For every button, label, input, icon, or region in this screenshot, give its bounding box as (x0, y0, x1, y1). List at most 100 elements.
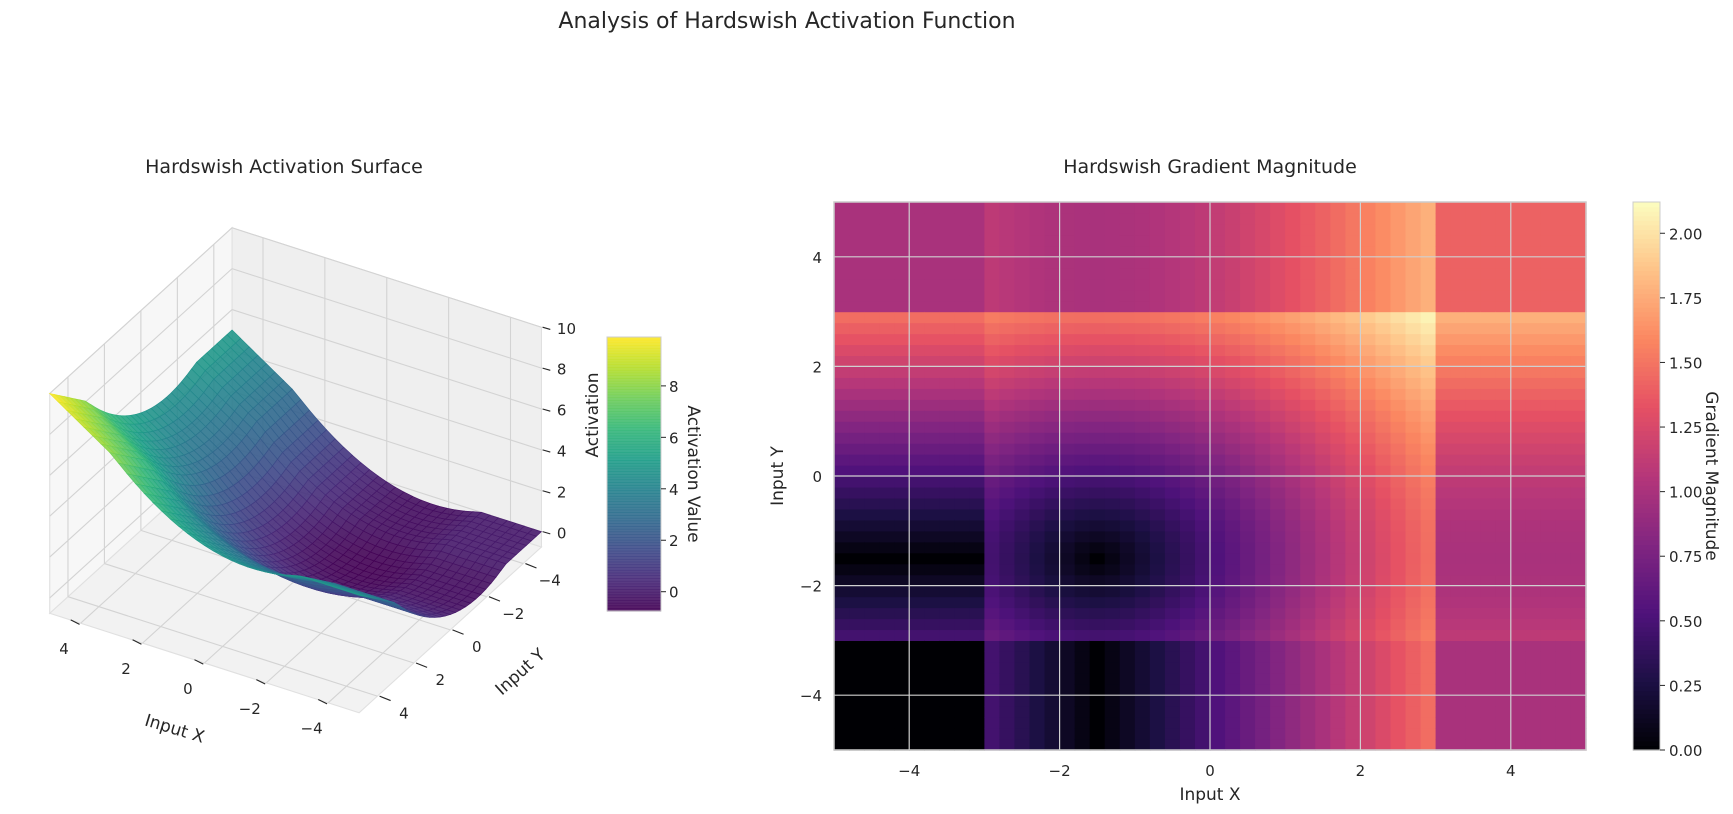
heatmap-cell (939, 388, 955, 400)
colorbar-segment (1633, 631, 1660, 637)
heatmap-cell (834, 574, 850, 587)
heatmap-cell (1495, 629, 1512, 641)
heatmap-cell (1210, 344, 1226, 357)
x-tick-label: 4 (1506, 762, 1516, 780)
heatmap-cell (1044, 333, 1061, 346)
heatmap-cell (879, 333, 895, 346)
heatmap-cell (1570, 311, 1587, 324)
heatmap-cell (1510, 421, 1527, 433)
heatmap-cell (1540, 289, 1557, 302)
heatmap-cell (1194, 728, 1211, 740)
heatmap-cell (1300, 486, 1316, 499)
heatmap-cell (969, 574, 985, 587)
heatmap-cell (1420, 717, 1437, 729)
heatmap-cell (1255, 706, 1271, 718)
heatmap-cell (1420, 695, 1437, 707)
heatmap-cell (834, 355, 850, 367)
heatmap-cell (1300, 289, 1316, 302)
heatmap-cell (1179, 717, 1196, 729)
heatmap-cell (1555, 234, 1572, 247)
heatmap-cell (834, 563, 850, 576)
heatmap-cell (1450, 388, 1467, 400)
heatmap-cell (1285, 563, 1301, 576)
back-gridline (231, 309, 542, 410)
heatmap-cell (954, 465, 970, 477)
heatmap-cell (834, 739, 850, 751)
heatmap-cell (1285, 432, 1301, 444)
heatmap-cell (1255, 563, 1271, 576)
heatmap-cell (1300, 563, 1316, 576)
heatmap-cell (1570, 410, 1587, 422)
heatmap-colorbar: 0.000.250.500.751.001.251.501.752.00 (1632, 201, 1702, 760)
heatmap-cell (1480, 541, 1497, 554)
heatmap-cell (1525, 377, 1542, 389)
heatmap-cell (864, 629, 880, 641)
heatmap-cell (1510, 519, 1527, 532)
heatmap-cell (1210, 212, 1226, 225)
heatmap-cell (1375, 541, 1392, 554)
heatmap-cell (864, 662, 880, 674)
heatmap-cell (879, 355, 895, 367)
heatmap-cell (879, 486, 895, 499)
heatmap-cell (1435, 212, 1452, 225)
heatmap-cell (894, 530, 910, 543)
heatmap-cell (1405, 728, 1422, 740)
heatmap-cell (1179, 300, 1196, 313)
heatmap-cell (1525, 695, 1542, 707)
heatmap-cell (1465, 410, 1482, 422)
heatmap-cell (894, 552, 910, 565)
heatmap-cell (1044, 640, 1061, 652)
heatmap-cell (1240, 234, 1256, 247)
heatmap-cell (1255, 552, 1271, 565)
heatmap-cell (1210, 443, 1226, 455)
colorbar-segment (1633, 530, 1660, 536)
heatmap-cell (1089, 202, 1106, 214)
heatmap-cell (1270, 421, 1286, 433)
colorbar-segment (607, 509, 661, 513)
colorbar-segment (607, 512, 661, 516)
heatmap-cell (1390, 574, 1407, 587)
heatmap-cell (1315, 585, 1331, 598)
heatmap-cell (1134, 212, 1151, 225)
heatmap-cell (834, 541, 850, 554)
heatmap-cell (1570, 322, 1587, 335)
heatmap-cell (1134, 618, 1151, 631)
heatmap-cell (1345, 432, 1361, 444)
heatmap-cell (1450, 651, 1467, 663)
heatmap-cell (1360, 355, 1377, 367)
colorbar-segment (607, 391, 661, 396)
heatmap-cell (879, 454, 895, 466)
heatmap-cell (1149, 289, 1166, 302)
heatmap-cell (1495, 432, 1512, 444)
x-tick-label: −2 (1049, 762, 1071, 780)
heatmap-cell (1179, 443, 1196, 455)
heatmap-cell (1330, 454, 1346, 466)
heatmap-cell (1164, 629, 1181, 641)
heatmap-cell (1540, 673, 1557, 685)
heatmap-cell (909, 530, 925, 543)
heatmap-cell (1540, 322, 1557, 335)
heatmap-cell (924, 223, 940, 236)
heatmap-cell (954, 695, 970, 707)
colorbar-segment (1633, 549, 1660, 555)
colorbar-segment (1633, 539, 1660, 546)
heatmap-cell (1375, 322, 1392, 335)
heatmap-cell (1044, 651, 1061, 663)
heatmap-cell (1495, 530, 1512, 543)
heatmap-cell (1465, 267, 1482, 280)
heatmap-cell (1420, 234, 1437, 247)
heatmap-cell (1495, 202, 1512, 214)
heatmap-cell (1029, 333, 1046, 346)
heatmap-cell (1164, 563, 1181, 576)
heatmap-cell (1300, 322, 1316, 335)
heatmap-cell (849, 223, 865, 236)
heatmap-cell (1179, 739, 1196, 751)
heatmap-cell (1134, 728, 1151, 740)
heatmap-cell (1255, 662, 1271, 674)
x-tick (256, 679, 266, 685)
heatmap-cell (1014, 563, 1031, 576)
heatmap-cell (1315, 662, 1331, 674)
heatmap-cell (1240, 717, 1256, 729)
heatmap-cell (1315, 234, 1331, 247)
